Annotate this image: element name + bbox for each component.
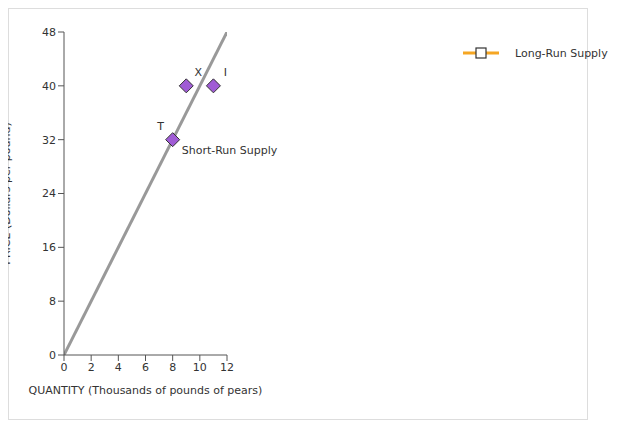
svg-text:12: 12 xyxy=(220,361,234,374)
svg-text:I: I xyxy=(224,66,227,79)
svg-text:X: X xyxy=(194,66,202,79)
svg-text:48: 48 xyxy=(42,26,56,39)
svg-text:T: T xyxy=(156,120,164,133)
svg-text:0: 0 xyxy=(49,349,56,362)
svg-text:16: 16 xyxy=(42,241,56,254)
svg-text:40: 40 xyxy=(42,80,56,93)
svg-text:8: 8 xyxy=(49,295,56,308)
svg-text:24: 24 xyxy=(42,187,56,200)
svg-text:2: 2 xyxy=(88,361,95,374)
html-text:Long-Run Supply: Long-Run Supply xyxy=(515,46,608,60)
svg-text:10: 10 xyxy=(193,361,207,374)
svg-text:0: 0 xyxy=(61,361,68,374)
svg-text:PRICE (Dollars per pound): PRICE (Dollars per pound) xyxy=(8,122,13,264)
svg-text:8: 8 xyxy=(169,361,176,374)
svg-text:32: 32 xyxy=(42,134,56,147)
svg-text:Short-Run Supply: Short-Run Supply xyxy=(182,144,278,157)
svg-text:QUANTITY (Thousands of pounds: QUANTITY (Thousands of pounds of pears) xyxy=(29,384,263,397)
svg-text:6: 6 xyxy=(142,361,149,374)
svg-text:4: 4 xyxy=(115,361,122,374)
